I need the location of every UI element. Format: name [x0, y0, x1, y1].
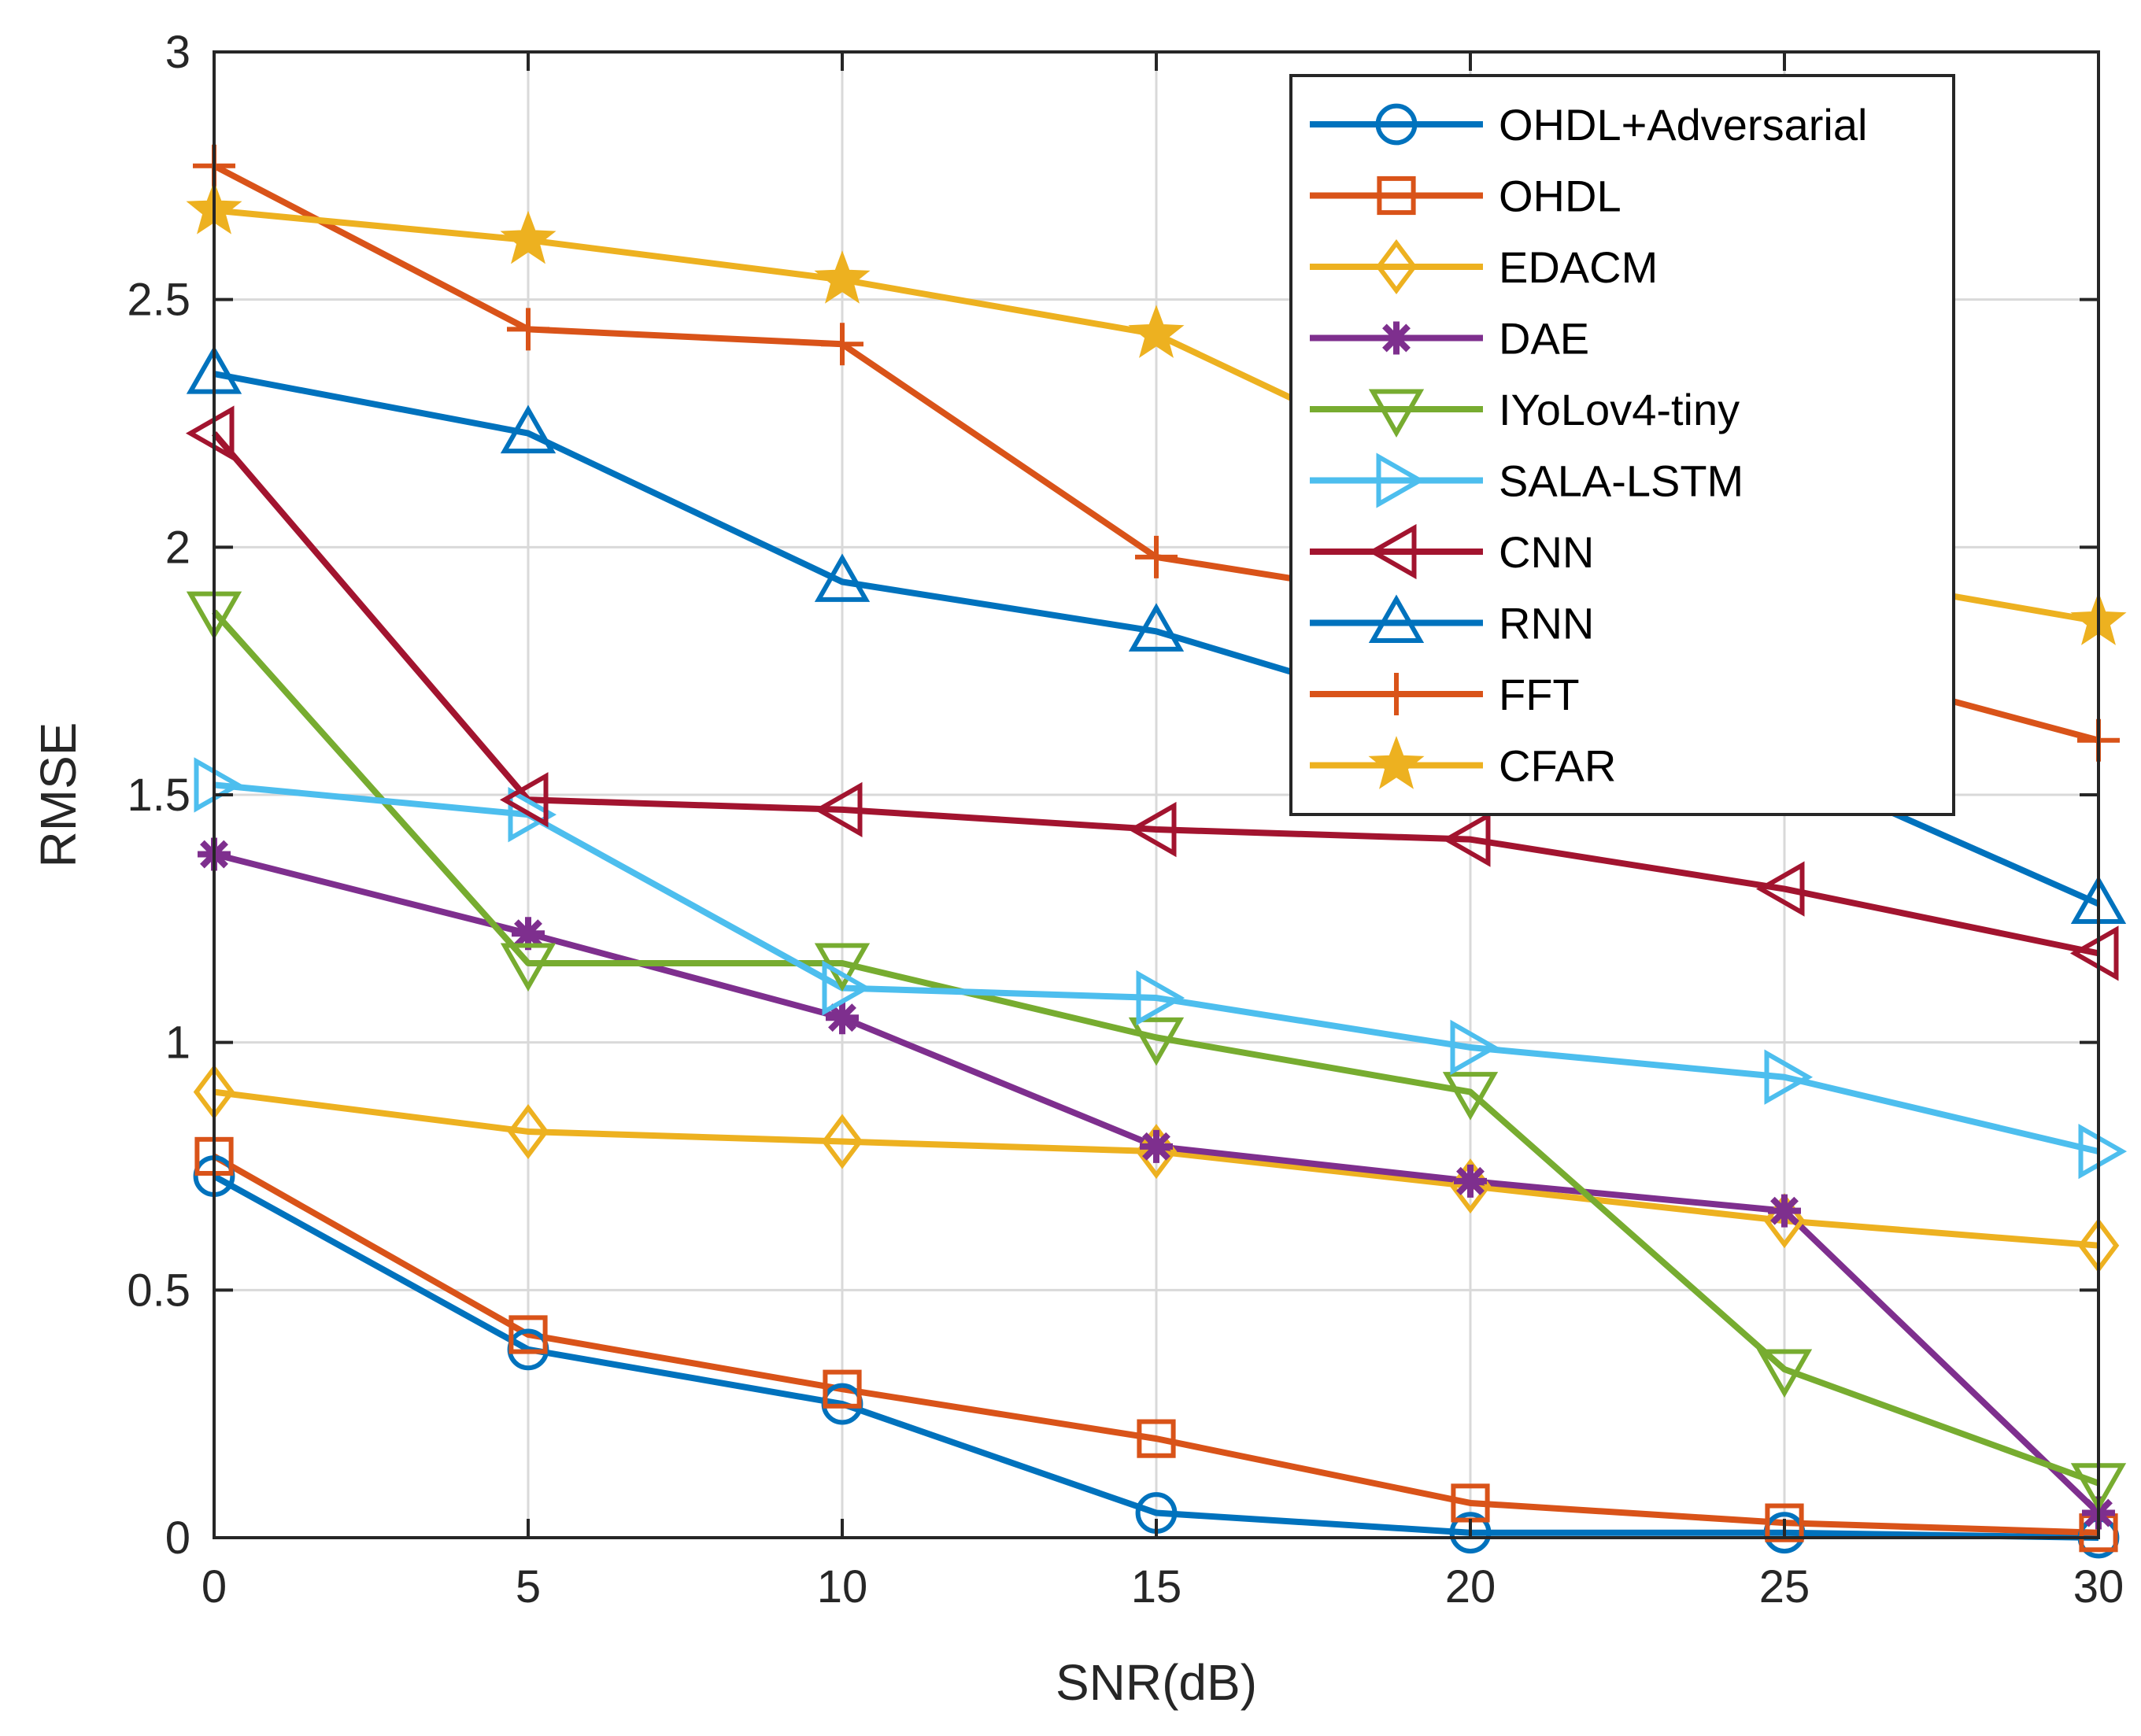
y-axis-label: RMSE — [30, 722, 87, 868]
data-point-cnn — [185, 405, 235, 461]
data-point-dae — [1454, 1164, 1487, 1198]
legend-marker-sala-lstm — [1376, 452, 1425, 508]
legend-label-iyolov4-tiny: IYoLov4-tiny — [1499, 385, 1740, 434]
legend-marker-ohdl-adversarial — [1375, 103, 1418, 146]
x-tick-label: 5 — [516, 1561, 541, 1612]
data-point-cfar — [500, 210, 557, 264]
data-point-dae — [512, 917, 545, 951]
data-point-cnn — [1441, 811, 1491, 867]
data-point-sala-lstm — [1136, 970, 1185, 1026]
legend-label-ohdl: OHDL — [1499, 172, 1621, 221]
data-point-dae — [826, 1001, 859, 1035]
y-tick-label: 0.5 — [127, 1265, 190, 1316]
axis-ticks — [213, 50, 2100, 1539]
data-point-cfar — [814, 250, 871, 304]
x-tick-label: 20 — [1445, 1561, 1496, 1612]
data-point-sala-lstm — [1764, 1049, 1814, 1105]
legend-label-rnn: RNN — [1499, 599, 1594, 648]
legend-marker-cnn — [1367, 523, 1417, 580]
data-point-ohdl — [823, 1369, 862, 1409]
data-point-iyolov4-tiny — [1756, 1349, 1813, 1398]
data-point-dae — [1768, 1194, 1801, 1228]
y-tick-label: 2 — [165, 522, 190, 573]
legend-box — [1289, 74, 1955, 816]
x-tick-label: 0 — [202, 1561, 227, 1612]
data-point-sala-lstm — [822, 960, 871, 1016]
legend-marker-fft — [1375, 673, 1418, 715]
data-point-sala-lstm — [194, 757, 243, 813]
data-point-fft — [821, 323, 863, 366]
x-tick-label: 15 — [1131, 1561, 1182, 1612]
data-point-cfar — [1128, 305, 1185, 358]
y-axis-tick-labels: 0 0.5 1 1.5 2 2.5 3 — [127, 27, 190, 1564]
y-tick-label: 2.5 — [127, 275, 190, 326]
data-point-cnn — [1127, 801, 1177, 858]
data-point-fft — [507, 308, 549, 351]
legend-marker-ohdl — [1377, 175, 1416, 216]
data-point-iyolov4-tiny — [500, 943, 557, 992]
series-line-iyolov4-tiny — [212, 609, 2100, 1487]
data-point-sala-lstm — [508, 787, 557, 843]
data-point-rnn — [1128, 603, 1185, 652]
data-point-cnn — [2069, 925, 2119, 981]
data-point-ohdl — [1765, 1503, 1804, 1542]
x-tick-label: 30 — [2073, 1561, 2124, 1612]
data-point-ohdl — [508, 1315, 548, 1354]
data-point-ohdl-adversarial — [1449, 1512, 1492, 1554]
data-point-cnn — [1755, 861, 1805, 917]
data-point-edacm — [821, 1114, 863, 1169]
x-axis-tick-labels: 0 5 10 15 20 25 30 — [202, 1561, 2124, 1612]
legend: OHDL+Adversarial OHDL EDACM DAE IYoLov4-tiny… — [1289, 74, 1955, 816]
x-tick-label: 10 — [817, 1561, 868, 1612]
legend-label-sala-lstm: SALA-LSTM — [1499, 456, 1743, 506]
legend-marker-iyolov4-tiny — [1368, 389, 1425, 438]
y-tick-label: 0 — [165, 1513, 190, 1564]
y-tick-label: 3 — [165, 27, 190, 78]
data-point-sala-lstm — [1450, 1019, 1499, 1076]
legend-label-cfar: CFAR — [1499, 741, 1616, 791]
data-point-dae — [1140, 1129, 1173, 1163]
x-tick-label: 25 — [1759, 1561, 1810, 1612]
legend-marker-cfar — [1368, 736, 1425, 789]
data-point-iyolov4-tiny — [1128, 1017, 1185, 1066]
x-axis-label: SNR(dB) — [1056, 1654, 1257, 1711]
legend-label-edacm: EDACM — [1499, 242, 1658, 292]
legend-label-dae: DAE — [1499, 314, 1589, 364]
legend-label-cnn: CNN — [1499, 527, 1594, 577]
legend-label-fft: FFT — [1499, 670, 1580, 719]
y-tick-label: 1 — [165, 1018, 190, 1069]
data-point-iyolov4-tiny — [1442, 1072, 1499, 1121]
y-tick-label: 1.5 — [127, 770, 190, 821]
legend-marker-rnn — [1368, 594, 1425, 643]
data-point-sala-lstm — [2078, 1123, 2128, 1180]
data-point-cnn — [499, 772, 549, 828]
data-point-cnn — [813, 781, 863, 838]
data-point-ohdl — [1137, 1419, 1176, 1458]
legend-marker-dae — [1380, 321, 1413, 355]
data-point-edacm — [507, 1103, 549, 1159]
data-point-fft — [1135, 535, 1178, 578]
legend-marker-edacm — [1375, 239, 1418, 294]
legend-label-ohdl-adversarial: OHDL+Adversarial — [1499, 100, 1867, 150]
data-point-rnn — [814, 553, 871, 602]
data-point-rnn — [500, 404, 557, 454]
